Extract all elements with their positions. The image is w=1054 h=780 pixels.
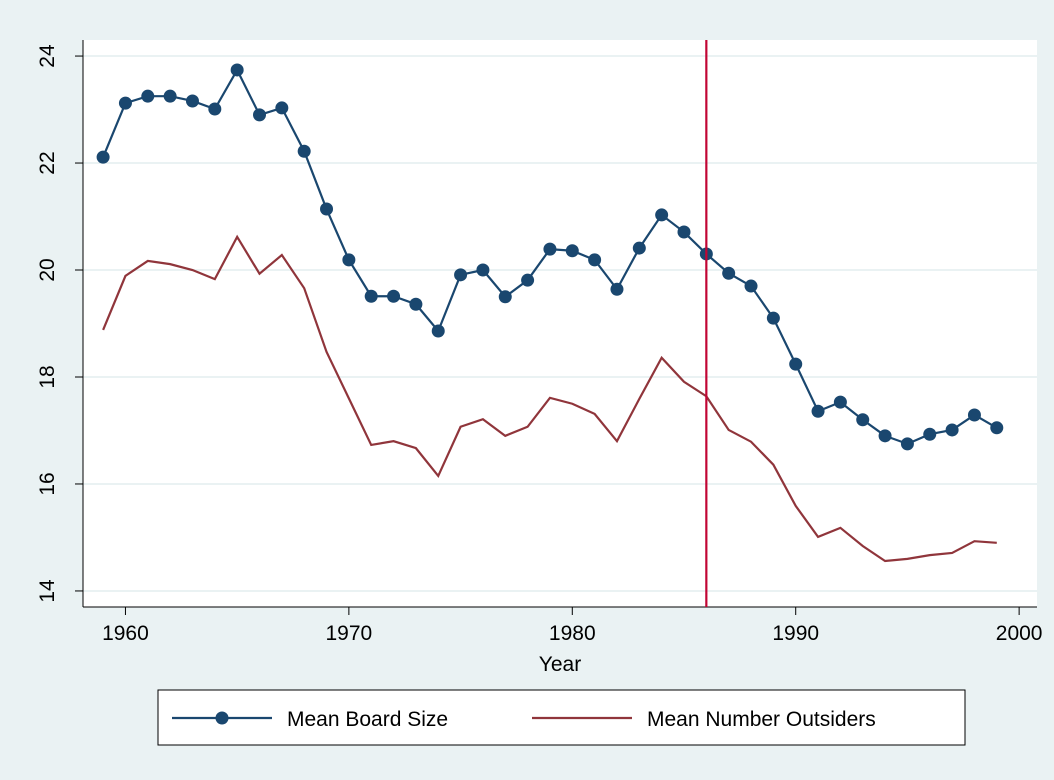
y-tick-label: 16 xyxy=(36,472,59,495)
data-point xyxy=(521,273,535,287)
data-point xyxy=(543,242,557,256)
data-point xyxy=(677,225,691,239)
legend-label: Mean Number Outsiders xyxy=(647,708,876,731)
data-point xyxy=(856,413,870,427)
data-point xyxy=(610,282,624,296)
data-point xyxy=(632,241,646,255)
legend-label: Mean Board Size xyxy=(287,708,448,731)
data-point xyxy=(833,395,847,409)
data-point xyxy=(967,408,981,422)
x-tick-label: 1980 xyxy=(549,622,596,645)
data-point xyxy=(230,63,244,77)
data-point xyxy=(364,289,378,303)
data-point xyxy=(923,427,937,441)
data-point xyxy=(900,437,914,451)
x-tick-label: 1970 xyxy=(326,622,373,645)
x-tick-label: 1990 xyxy=(772,622,819,645)
data-point xyxy=(141,89,155,103)
data-point xyxy=(96,150,110,164)
data-point xyxy=(789,357,803,371)
y-tick-label: 24 xyxy=(36,44,59,68)
y-tick-label: 22 xyxy=(36,151,59,174)
data-point xyxy=(766,311,780,325)
plot-area xyxy=(83,40,1037,607)
data-point xyxy=(655,208,669,222)
data-point xyxy=(275,101,289,115)
data-point xyxy=(118,96,132,110)
data-point xyxy=(878,429,892,443)
data-point xyxy=(722,266,736,280)
data-point xyxy=(565,244,579,258)
data-point xyxy=(163,89,177,103)
data-point xyxy=(945,423,959,437)
x-tick-label: 1960 xyxy=(102,622,149,645)
x-axis-label: Year xyxy=(539,653,581,676)
data-point xyxy=(409,297,423,311)
y-tick-label: 18 xyxy=(36,365,59,388)
data-point xyxy=(297,144,311,158)
x-tick-label: 2000 xyxy=(996,622,1043,645)
data-point xyxy=(387,289,401,303)
legend-marker xyxy=(215,711,229,725)
data-point xyxy=(588,253,602,267)
data-point xyxy=(253,108,267,122)
data-point xyxy=(431,324,445,338)
data-point xyxy=(990,421,1004,435)
y-tick-label: 20 xyxy=(36,258,59,281)
y-tick-label: 14 xyxy=(36,579,59,603)
data-point xyxy=(476,263,490,277)
series-line xyxy=(102,234,997,563)
data-point xyxy=(811,404,825,418)
data-point xyxy=(744,279,758,293)
data-point xyxy=(342,253,356,267)
data-point xyxy=(208,102,222,116)
data-point xyxy=(454,268,468,282)
data-point xyxy=(320,202,334,216)
data-point xyxy=(498,290,512,304)
data-point xyxy=(185,94,199,108)
